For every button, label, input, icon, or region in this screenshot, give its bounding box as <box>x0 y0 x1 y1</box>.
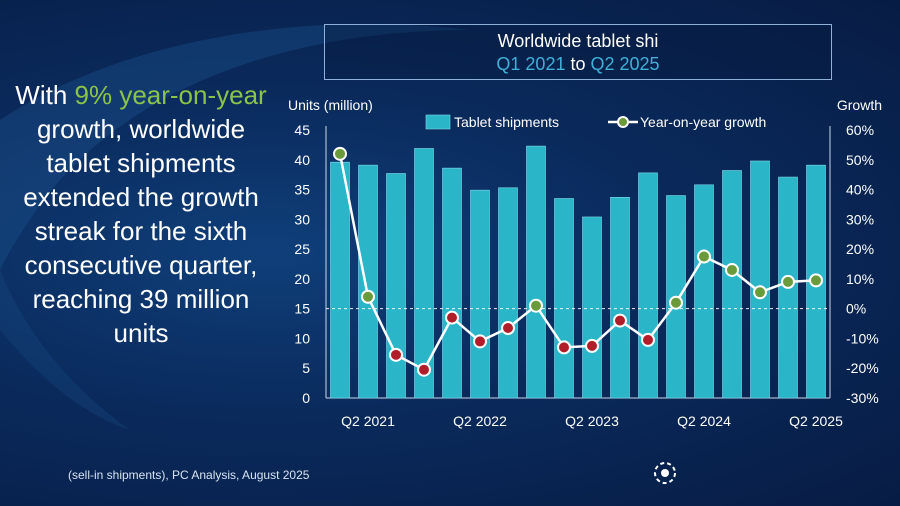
x-tick-label: Q2 2022 <box>453 413 507 429</box>
growth-point <box>585 338 599 353</box>
left-tick-label: 0 <box>302 390 310 406</box>
right-tick-label: 0% <box>846 301 866 317</box>
left-tick-label: 5 <box>302 360 310 376</box>
analysis-logo-icon <box>654 462 676 484</box>
source-note: (sell-in shipments), PC Analysis, August… <box>68 468 310 482</box>
growth-point <box>501 321 515 336</box>
left-tick-label: 10 <box>294 330 310 346</box>
right-tick-label: 30% <box>846 211 874 227</box>
shipment-bar <box>582 216 602 399</box>
growth-point <box>529 298 543 313</box>
growth-point <box>445 310 459 325</box>
shipment-bar <box>554 198 574 399</box>
chart-title-box: Worldwide tablet shi Q1 2021 to Q2 2025 <box>324 24 832 80</box>
shipment-bar <box>330 161 350 399</box>
right-tick-label: 60% <box>846 122 874 138</box>
subtitle-end: Q2 2025 <box>590 54 660 74</box>
growth-point <box>781 274 795 289</box>
growth-point <box>389 347 403 362</box>
growth-point <box>361 289 375 304</box>
headline-highlight: 9% year-on-year <box>74 80 267 110</box>
left-tick-label: 40 <box>294 152 310 168</box>
right-tick-label: -10% <box>846 330 879 346</box>
shipment-bar <box>750 160 770 399</box>
growth-point <box>809 273 823 288</box>
shipment-bar <box>470 189 490 399</box>
subtitle-start: Q1 2021 <box>496 54 566 74</box>
shipment-bar <box>638 172 658 399</box>
headline: With 9% year-on-year growth, worldwide t… <box>10 78 272 350</box>
left-tick-label: 15 <box>294 301 310 317</box>
chart-subtitle: Q1 2021 to Q2 2025 <box>325 54 831 75</box>
shipment-bar <box>442 167 462 399</box>
growth-point <box>473 334 487 349</box>
headline-part1: With <box>15 80 75 110</box>
left-tick-label: 30 <box>294 211 310 227</box>
legend-bar-swatch <box>425 114 451 130</box>
legend-line-label: Year-on-year growth <box>640 114 766 130</box>
growth-point <box>697 249 711 264</box>
x-tick-label: Q2 2024 <box>677 413 731 429</box>
headline-part2: growth, worldwide tablet shipments exten… <box>23 114 259 348</box>
right-tick-label: 40% <box>846 182 874 198</box>
growth-point <box>641 332 655 347</box>
growth-point <box>613 313 627 328</box>
shipment-bar <box>358 164 378 399</box>
shipment-bar <box>414 148 434 399</box>
growth-point <box>417 362 431 377</box>
shipment-bar <box>722 170 742 399</box>
left-axis-title: Units (million) <box>288 97 373 113</box>
legend-bar-label: Tablet shipments <box>454 114 559 130</box>
right-axis-title: Growth <box>837 97 882 113</box>
shipment-bar <box>498 187 518 399</box>
left-tick-label: 45 <box>294 122 310 138</box>
left-tick-label: 25 <box>294 241 310 257</box>
left-tick-label: 35 <box>294 182 310 198</box>
left-tick-label: 20 <box>294 271 310 287</box>
growth-point <box>753 285 767 300</box>
subtitle-connector: to <box>570 54 586 74</box>
shipment-bar <box>386 173 406 399</box>
chart-title: Worldwide tablet shi <box>497 31 659 51</box>
growth-line <box>338 153 817 372</box>
growth-point <box>557 340 571 355</box>
growth-point <box>333 146 347 161</box>
growth-point <box>725 262 739 277</box>
legend-line-marker <box>617 116 629 128</box>
right-tick-label: 10% <box>846 271 874 287</box>
x-tick-label: Q2 2021 <box>341 413 395 429</box>
x-tick-label: Q2 2025 <box>789 413 843 429</box>
x-tick-label: Q2 2023 <box>565 413 619 429</box>
shipment-bar <box>610 196 630 399</box>
right-tick-label: -20% <box>846 360 879 376</box>
right-tick-label: -30% <box>846 390 879 406</box>
shipment-bar <box>526 145 546 399</box>
right-tick-label: 50% <box>846 152 874 168</box>
growth-point <box>669 295 683 310</box>
shipment-bar <box>694 184 714 399</box>
right-tick-label: 20% <box>846 241 874 257</box>
